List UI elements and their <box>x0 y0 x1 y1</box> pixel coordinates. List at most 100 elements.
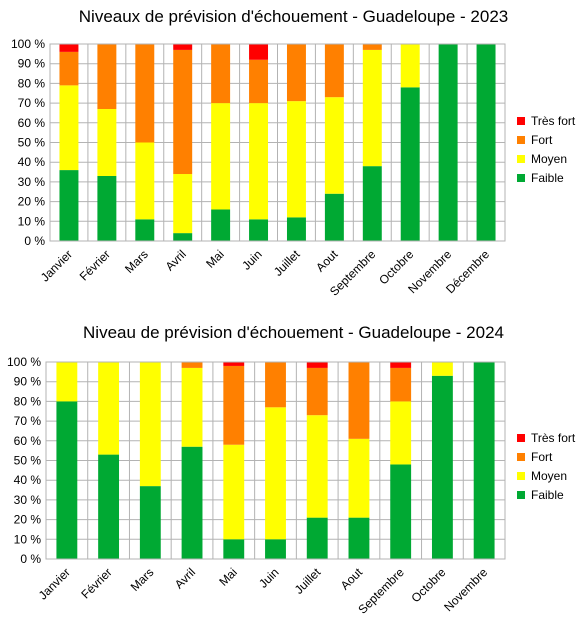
chart2-legend-label-tres-fort: Très fort <box>531 431 576 445</box>
chart1-bar-juillet-faible <box>286 217 306 241</box>
chart1-ytick-label: 10 % <box>18 214 46 228</box>
chart1-bar-juin-faible <box>249 219 269 241</box>
chart1-bar-avril-tres-fort <box>173 44 193 50</box>
chart1-bar-novembre-faible <box>438 44 458 241</box>
chart2-xtick-label-octobre: Octobre <box>408 565 448 605</box>
chart2-xtick-label-avril: Avril <box>172 565 198 591</box>
chart1-ytick-label: 60 % <box>18 116 46 130</box>
chart2-xtick-label-mars: Mars <box>128 565 157 594</box>
chart1-bar-fevrier-faible <box>97 175 117 241</box>
chart1-bar-fevrier-fort <box>97 44 117 110</box>
chart1-bar-mars-moyen <box>135 142 155 220</box>
chart2-ytick-label: 40 % <box>14 473 42 487</box>
chart2-bar-septembre-moyen <box>390 401 412 465</box>
chart1-bar-mai-faible <box>211 209 231 241</box>
chart2-xtick-label-mai: Mai <box>216 565 240 589</box>
chart1-bar-juin-fort <box>249 59 269 104</box>
chart1-legend-swatch-moyen <box>517 155 525 163</box>
chart2-bar-octobre-moyen <box>431 362 453 376</box>
chart2-legend-label-moyen: Moyen <box>531 469 567 483</box>
chart1-legend-swatch-tres-fort <box>517 117 525 125</box>
chart1-bar-septembre-fort <box>362 44 382 50</box>
chart2-legend-label-fort: Fort <box>531 450 553 464</box>
chart2-xtick-label-juin: Juin <box>256 565 281 590</box>
chart2-bar-juin-fort <box>265 362 286 408</box>
chart1-bar-avril-faible <box>173 233 193 241</box>
chart2-bar-septembre-fort <box>390 367 412 402</box>
chart2-bar-juillet-fort <box>306 367 328 416</box>
chart2-xtick-label-janvier: Janvier <box>36 565 73 602</box>
chart2-ytick-label: 90 % <box>14 375 42 389</box>
chart2-bar-juin-moyen <box>265 407 286 540</box>
chart1-xtick-label-mars: Mars <box>122 247 151 276</box>
chart1-legend-label-tres-fort: Très fort <box>531 114 576 128</box>
chart2-ytick-label: 60 % <box>14 434 42 448</box>
chart2-ytick-label: 80 % <box>14 394 42 408</box>
chart1-bar-septembre-moyen <box>362 49 382 167</box>
chart-2024: Niveau de prévision d'échouement - Guade… <box>7 323 576 617</box>
chart2-bar-avril-fort <box>181 362 203 368</box>
chart2-bar-aout-fort <box>348 362 370 439</box>
chart2-bar-aout-moyen <box>348 438 370 518</box>
chart1-ytick-label: 100 % <box>11 37 45 51</box>
chart2-bar-mars-moyen <box>139 362 161 487</box>
chart1-bar-aout-moyen <box>324 97 344 194</box>
chart2-bar-septembre-faible <box>390 464 412 559</box>
chart2-xtick-label-novembre: Novembre <box>441 565 490 614</box>
chart1-ytick-label: 40 % <box>18 155 46 169</box>
chart1-bar-juillet-fort <box>286 44 306 102</box>
chart1-xtick-label-aout: Aout <box>313 247 341 275</box>
chart1-bar-janvier-faible <box>59 170 79 241</box>
chart2-bar-mars-faible <box>139 486 161 559</box>
chart1-bar-janvier-moyen <box>59 85 79 171</box>
chart1-xtick-label-janvier: Janvier <box>38 247 75 284</box>
chart2-ytick-label: 0 % <box>20 552 41 566</box>
chart2-ytick-label: 30 % <box>14 493 42 507</box>
chart1-legend-swatch-fort <box>517 136 525 144</box>
chart1-bar-janvier-tres-fort <box>59 44 79 52</box>
chart2-legend-swatch-tres-fort <box>517 434 525 442</box>
chart1-title: Niveaux de prévision d'échouement - Guad… <box>79 7 508 26</box>
chart2-bar-avril-faible <box>181 446 203 559</box>
chart1-legend-label-moyen: Moyen <box>531 152 567 166</box>
chart1-bar-aout-fort <box>324 44 344 98</box>
chart1-bar-fevrier-moyen <box>97 109 117 176</box>
chart1-bar-septembre-faible <box>362 166 382 241</box>
chart2-bar-juillet-moyen <box>306 415 328 518</box>
chart2-xtick-label-fevrier: Février <box>78 565 114 601</box>
chart2-xtick-label-septembre: Septembre <box>355 565 407 617</box>
chart1-xtick-label-juillet: Juillet <box>271 247 303 279</box>
chart2-ytick-label: 100 % <box>7 355 41 369</box>
chart1-ytick-label: 80 % <box>18 76 46 90</box>
chart1-ytick-label: 70 % <box>18 96 46 110</box>
chart-2023: Niveaux de prévision d'échouement - Guad… <box>11 7 576 299</box>
chart1-legend-swatch-faible <box>517 174 525 182</box>
chart2-title: Niveau de prévision d'échouement - Guade… <box>83 323 504 342</box>
chart2-bar-septembre-tres-fort <box>390 362 412 368</box>
chart2-bar-mai-fort <box>223 365 245 445</box>
chart2-ytick-label: 20 % <box>14 513 42 527</box>
chart1-legend-label-fort: Fort <box>531 133 553 147</box>
chart1-bar-juin-moyen <box>249 103 269 220</box>
chart2-legend-swatch-faible <box>517 491 525 499</box>
chart2-bar-novembre-faible <box>473 362 495 559</box>
chart2-plot-frame <box>45 361 506 560</box>
chart2-bar-janvier-moyen <box>56 362 78 402</box>
chart1-bar-octobre-faible <box>400 87 420 241</box>
chart1-bar-octobre-moyen <box>400 44 420 88</box>
chart2-bar-fevrier-moyen <box>98 362 120 455</box>
chart2-bar-juillet-faible <box>306 517 328 559</box>
chart2-bar-octobre-faible <box>431 375 453 559</box>
chart2-legend-label-faible: Faible <box>531 488 564 502</box>
chart2-bar-mai-tres-fort <box>223 362 245 366</box>
chart1-bar-juillet-moyen <box>286 101 306 218</box>
chart2-legend-swatch-fort <box>517 453 525 461</box>
chart2-bar-aout-faible <box>348 517 370 559</box>
chart2-ytick-label: 50 % <box>14 454 42 468</box>
chart1-ytick-label: 30 % <box>18 175 46 189</box>
chart1-bar-juin-tres-fort <box>249 44 269 60</box>
chart2-ytick-label: 70 % <box>14 414 42 428</box>
chart1-bar-decembre-faible <box>476 44 496 241</box>
chart2-bar-mai-faible <box>223 539 245 559</box>
chart2-bar-janvier-faible <box>56 401 78 559</box>
